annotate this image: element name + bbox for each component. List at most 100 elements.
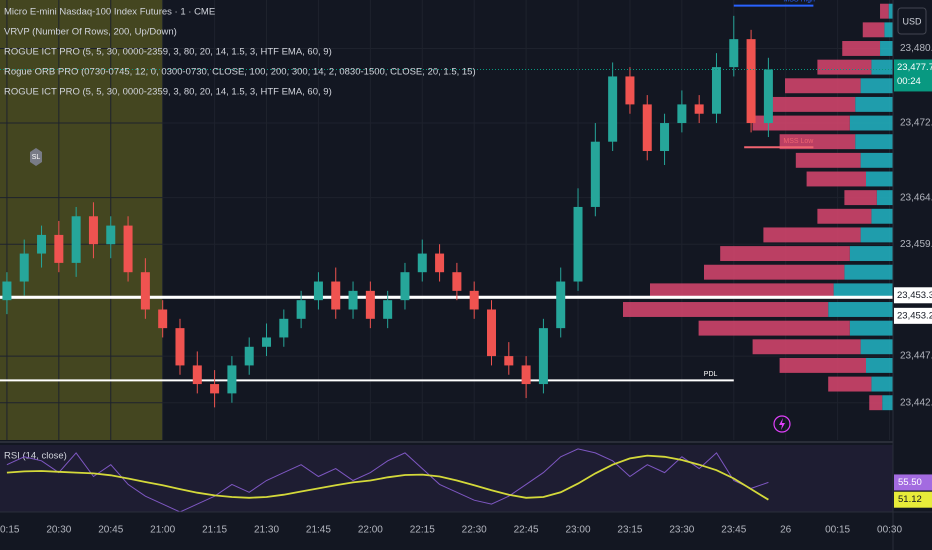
volume-up [860, 152, 893, 168]
volume-down [779, 357, 866, 373]
candle-body [400, 272, 410, 301]
volume-up [876, 190, 893, 206]
rsi-tag [894, 491, 932, 508]
candle-body [175, 328, 185, 366]
volume-down [698, 320, 850, 336]
volume-up [871, 208, 893, 224]
level-tag [894, 307, 932, 324]
y-tick-label: 23,447.00 [900, 351, 932, 362]
x-tick-label: 00:15 [825, 525, 850, 536]
x-tick-label: 21:15 [202, 525, 227, 536]
volume-down [842, 41, 881, 56]
candle-body [313, 281, 323, 301]
volume-down [720, 246, 850, 262]
candle-body [746, 39, 756, 124]
currency-label[interactable]: USD [902, 16, 922, 26]
volume-up [844, 264, 893, 280]
candle-body [417, 253, 427, 273]
x-tick-label: 22:45 [514, 525, 539, 536]
x-tick-label: 22:00 [358, 525, 383, 536]
sl-label: SL [32, 154, 41, 161]
axes: 23,480.00 23,472.00 23,464.00 23,459.00 23,4… [0, 43, 932, 536]
y-tick-label: 23,442.00 [900, 397, 932, 408]
volume-up [855, 96, 893, 112]
volume-down [779, 134, 856, 150]
candle-body [158, 309, 168, 329]
x-tick-label: 26 [780, 525, 792, 536]
candle-body [521, 365, 531, 385]
candle-body [625, 76, 635, 105]
candle-body [469, 290, 479, 310]
candle-body [192, 365, 202, 385]
rsi-line [6, 454, 769, 501]
volume-up [849, 246, 893, 262]
candle-body [763, 69, 773, 124]
last-price-tag [894, 59, 932, 92]
y-tick-label: 23,472.00 [900, 118, 932, 129]
rsi-tag [894, 474, 932, 491]
x-tick-label: 00:30 [877, 525, 902, 536]
candle-body [677, 104, 687, 124]
x-tick-label: 20:45 [98, 525, 123, 536]
volume-up [880, 41, 893, 56]
volume-up [871, 59, 893, 75]
candle-body [348, 290, 358, 310]
volume-down [880, 3, 889, 19]
candle-body [140, 272, 150, 310]
volume-down [806, 171, 866, 187]
candle-body [711, 67, 721, 114]
rsi-title: RSI (14, close) [4, 451, 67, 462]
level-tag-label: 23,453.25 [897, 310, 932, 321]
volume-down [869, 395, 883, 411]
indicator-label: VRVP (Number Of Rows, 200, Up/Down) [4, 27, 177, 38]
symbol-title: Micro E-mini Nasdaq-100 Index Futures · … [4, 7, 215, 18]
alert-bolt [779, 418, 785, 430]
volume-down [844, 190, 877, 206]
x-tick-label: 23:00 [566, 525, 591, 536]
level-name: PDL [704, 371, 718, 378]
volume-down [623, 302, 829, 317]
candle-body [435, 253, 445, 273]
volume-down [862, 22, 885, 38]
volume-up [860, 227, 893, 243]
volume-down [817, 208, 872, 224]
candle-body [729, 39, 739, 68]
volume-up [828, 302, 893, 317]
candle-body [452, 272, 462, 291]
rsi-pane-content: RSI (14, close) [4, 448, 769, 513]
candle-body [279, 318, 289, 338]
volume-up [882, 395, 893, 411]
volume-up [866, 171, 893, 187]
candle-body [538, 328, 548, 385]
currency-button[interactable] [897, 7, 927, 35]
volume-down [763, 227, 861, 243]
volume-down [650, 283, 834, 299]
volume-down [828, 376, 872, 392]
volume-up [855, 134, 893, 150]
candle-body [694, 104, 704, 114]
x-tick-label: 22:15 [410, 525, 435, 536]
volume-up [849, 320, 893, 336]
volume-up [884, 22, 893, 38]
level-name: MSS High [783, 0, 815, 3]
volume-down [752, 115, 850, 131]
candle-body [2, 281, 12, 301]
level-tag [894, 287, 932, 304]
alert-icon[interactable] [773, 415, 791, 433]
volume-up [888, 3, 893, 19]
volume-up [860, 78, 893, 94]
x-tick-label: 21:30 [254, 525, 279, 536]
candle-body [608, 76, 618, 142]
level-tag-label: 23,453.31 [897, 290, 932, 301]
candle-body [37, 234, 47, 254]
x-tick-label: 20:15 [0, 525, 20, 536]
candle-body [590, 141, 600, 207]
rsi-tag-label: 55.50 [898, 477, 922, 488]
candle-body [642, 104, 652, 152]
y-tick-label: 23,464.00 [900, 192, 932, 203]
candle-body [383, 300, 393, 319]
candle-body [331, 281, 341, 310]
x-tick-label: 21:45 [306, 525, 331, 536]
